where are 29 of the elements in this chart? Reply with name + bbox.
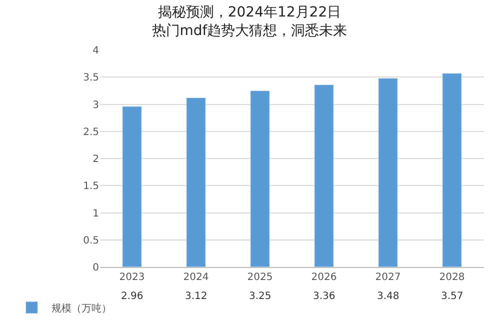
x-tick-label: 2027	[375, 272, 401, 283]
data-label: 3.57	[441, 291, 464, 302]
y-tick-label: 1	[92, 208, 99, 220]
x-tick-label: 2023	[119, 272, 145, 283]
y-tick-label: 3.5	[83, 72, 99, 84]
bar	[378, 78, 398, 267]
x-tick-label: 2028	[439, 272, 465, 283]
chart-title: 揭秘预测，2024年12月22日热门mdf趋势大猜想，洞悉未来	[152, 4, 348, 39]
y-tick-label: 4	[92, 46, 99, 56]
bar	[186, 97, 206, 267]
y-tick-label: 0	[92, 262, 99, 274]
data-label: 3.12	[185, 291, 208, 302]
data-label: 3.48	[377, 291, 400, 302]
y-tick-label: 2	[92, 154, 99, 165]
x-tick-label: 2024	[183, 272, 209, 283]
data-label: 2.96	[121, 291, 144, 302]
bar	[122, 106, 142, 267]
y-tick-label: 3	[92, 100, 99, 111]
x-tick-label: 2025	[247, 272, 273, 283]
bar	[314, 84, 334, 267]
y-tick-label: 2.5	[83, 126, 99, 138]
bar	[442, 73, 462, 267]
data-label: 3.25	[249, 291, 272, 302]
y-tick-label: 1.5	[83, 181, 99, 192]
x-tick-label: 2026	[311, 272, 337, 283]
bar	[250, 90, 270, 267]
legend-label: 规模（万吨）	[52, 302, 112, 314]
data-label: 3.36	[313, 291, 336, 302]
y-tick-label: 0.5	[83, 235, 99, 246]
